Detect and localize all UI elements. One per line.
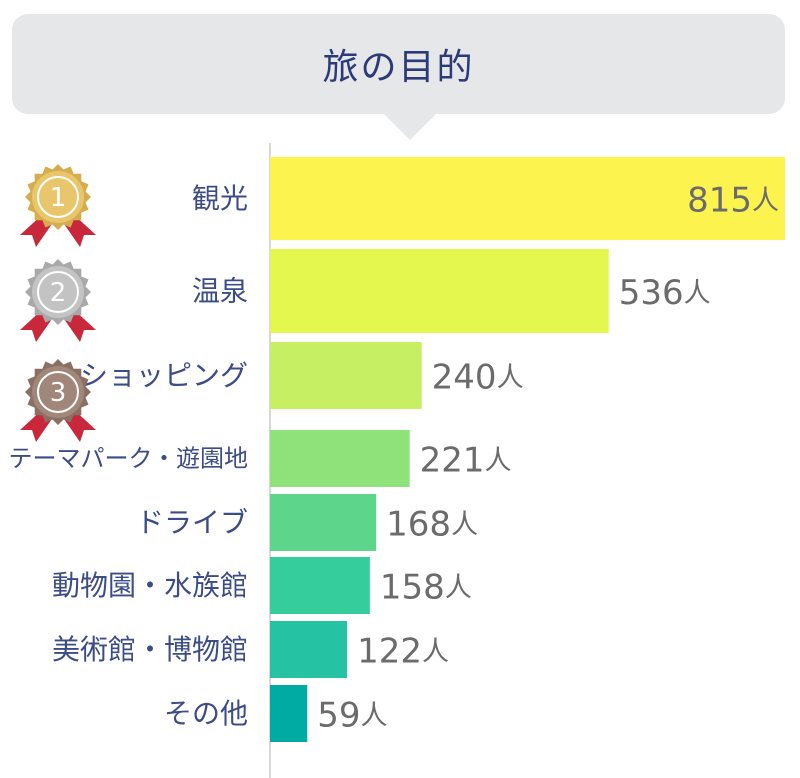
value-label: 240人 <box>432 358 524 398</box>
category-label: 観光 <box>192 182 248 215</box>
value-label: 158人 <box>380 568 472 608</box>
value-label: 122人 <box>357 632 449 672</box>
bar-8 <box>270 685 308 742</box>
category-label: 温泉 <box>192 275 248 308</box>
medal-inner-ring <box>37 271 79 313</box>
medal-rank-number: 2 <box>50 278 67 308</box>
bar-7 <box>270 621 348 678</box>
value-label: 221人 <box>420 441 512 481</box>
medal-2-icon: 2 <box>20 259 96 342</box>
medal-rank-number: 1 <box>50 183 67 213</box>
value-label: 815人 <box>687 181 779 221</box>
value-label: 168人 <box>386 505 478 545</box>
title-bubble: 旅の目的 <box>12 14 785 140</box>
bar-3 <box>270 342 422 409</box>
bar-2 <box>270 249 609 333</box>
value-label: 59人 <box>317 696 387 736</box>
medal-1-icon: 1 <box>20 164 96 247</box>
medal-3-icon: 3 <box>20 359 96 442</box>
bar-1 <box>270 157 785 240</box>
category-label: テーマパーク・遊園地 <box>8 445 248 473</box>
medal-face <box>32 266 84 318</box>
medal-rank-number: 3 <box>50 378 67 408</box>
category-label: 美術館・博物館 <box>52 633 248 666</box>
chart-title: 旅の目的 <box>322 47 475 88</box>
medal-face <box>32 171 84 223</box>
category-label: 動物園・水族館 <box>52 569 248 602</box>
value-label: 536人 <box>619 273 711 313</box>
category-label: ショッピング <box>80 359 248 392</box>
bar-4 <box>270 430 410 487</box>
bar-6 <box>270 557 370 614</box>
medal-inner-ring <box>37 371 79 413</box>
medal-face <box>32 366 84 418</box>
category-label: ドライブ <box>136 506 248 539</box>
category-label: その他 <box>164 697 248 730</box>
bar-5 <box>270 494 377 551</box>
medal-inner-ring <box>37 176 79 218</box>
